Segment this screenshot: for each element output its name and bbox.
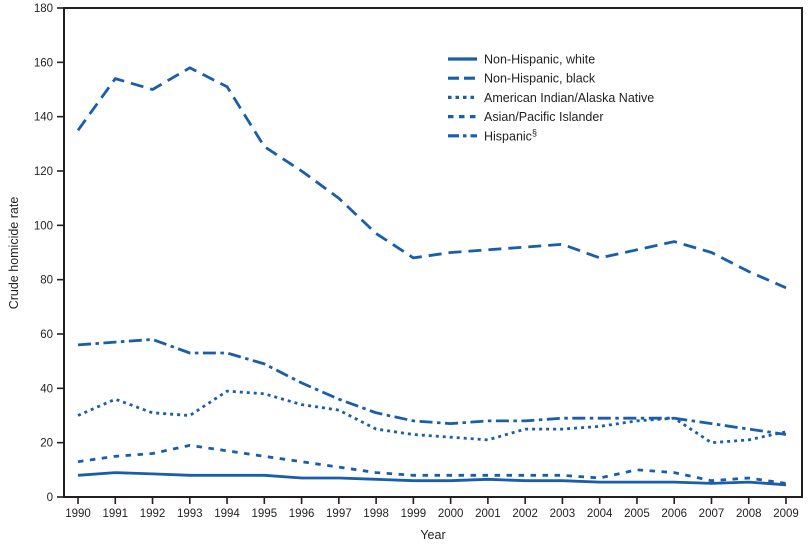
x-tick-label: 2003 [550, 508, 576, 520]
y-tick-label: 20 [40, 438, 53, 450]
legend-label-4: Hispanic§ [484, 127, 537, 143]
y-tick-label: 80 [40, 275, 53, 287]
y-tick-label: 60 [40, 329, 53, 341]
series-line-4 [77, 337, 787, 436]
y-axis-title: Crude homicide rate [7, 196, 21, 310]
series-line-3 [77, 443, 787, 485]
y-tick-label: 40 [40, 383, 53, 395]
plot-frame [63, 7, 803, 498]
x-tick-label: 1994 [214, 508, 240, 520]
x-axis-title: Year [420, 528, 446, 542]
x-tick-label: 2008 [736, 508, 762, 520]
y-tick-label: 160 [34, 57, 53, 69]
y-tick-label: 100 [34, 220, 53, 232]
x-tick-label: 1991 [102, 508, 128, 520]
x-tick-label: 1997 [326, 508, 352, 520]
x-tick-label: 1995 [252, 508, 278, 520]
x-tick-label: 2000 [438, 508, 464, 520]
legend-label-2: American Indian/Alaska Native [484, 91, 654, 105]
y-tick-label: 120 [34, 166, 53, 178]
y-tick-label: 140 [34, 112, 53, 124]
x-tick-label: 2004 [587, 508, 613, 520]
x-tick-label: 1996 [289, 508, 315, 520]
x-tick-label: 1999 [401, 508, 427, 520]
legend-label-0: Non-Hispanic, white [484, 53, 595, 67]
x-tick-label: 2009 [773, 508, 799, 520]
x-tick-label: 1992 [140, 508, 166, 520]
legend-label-3: Asian/Pacific Islander [484, 110, 604, 124]
series-line-2 [77, 389, 787, 445]
x-tick-label: 1993 [177, 508, 203, 520]
x-tick-label: 2002 [512, 508, 538, 520]
legend-label-1: Non-Hispanic, black [484, 72, 596, 86]
x-tick-label: 2001 [475, 508, 501, 520]
x-tick-label: 1998 [363, 508, 389, 520]
y-tick-label: 0 [47, 492, 53, 504]
y-tick-label: 180 [34, 3, 53, 15]
x-tick-label: 2007 [699, 508, 725, 520]
x-tick-label: 2006 [661, 508, 687, 520]
series-line-1 [76, 66, 787, 290]
x-tick-label: 1990 [65, 508, 91, 520]
series-line-0 [77, 471, 787, 487]
x-tick-label: 2005 [624, 508, 650, 520]
